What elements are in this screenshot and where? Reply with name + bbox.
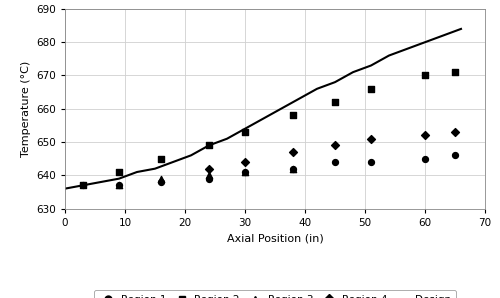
Point bbox=[421, 73, 429, 78]
Y-axis label: Temperature (°C): Temperature (°C) bbox=[20, 61, 30, 157]
Point bbox=[241, 170, 249, 174]
Point bbox=[331, 143, 339, 148]
Point bbox=[157, 180, 165, 184]
Point bbox=[115, 170, 123, 174]
Point bbox=[451, 130, 459, 134]
Legend: Region 1, Region 2, Region 3, Region 4, Design: Region 1, Region 2, Region 3, Region 4, … bbox=[94, 290, 456, 298]
Point bbox=[367, 86, 375, 91]
Point bbox=[241, 170, 249, 174]
Point bbox=[451, 70, 459, 74]
Point bbox=[331, 160, 339, 164]
Point bbox=[421, 133, 429, 138]
Point bbox=[289, 166, 297, 171]
Point bbox=[289, 150, 297, 154]
Point bbox=[367, 136, 375, 141]
Point bbox=[205, 173, 213, 178]
Point bbox=[241, 130, 249, 134]
Point bbox=[205, 176, 213, 181]
Point bbox=[115, 183, 123, 188]
X-axis label: Axial Position (in): Axial Position (in) bbox=[226, 233, 324, 243]
Point bbox=[451, 153, 459, 158]
Point bbox=[421, 156, 429, 161]
Point bbox=[205, 143, 213, 148]
Point bbox=[79, 183, 87, 188]
Point bbox=[289, 166, 297, 171]
Point bbox=[367, 160, 375, 164]
Point bbox=[157, 156, 165, 161]
Point bbox=[79, 183, 87, 188]
Point bbox=[289, 113, 297, 118]
Point bbox=[331, 100, 339, 105]
Point bbox=[241, 160, 249, 164]
Point bbox=[115, 183, 123, 188]
Point bbox=[157, 176, 165, 181]
Point bbox=[205, 166, 213, 171]
